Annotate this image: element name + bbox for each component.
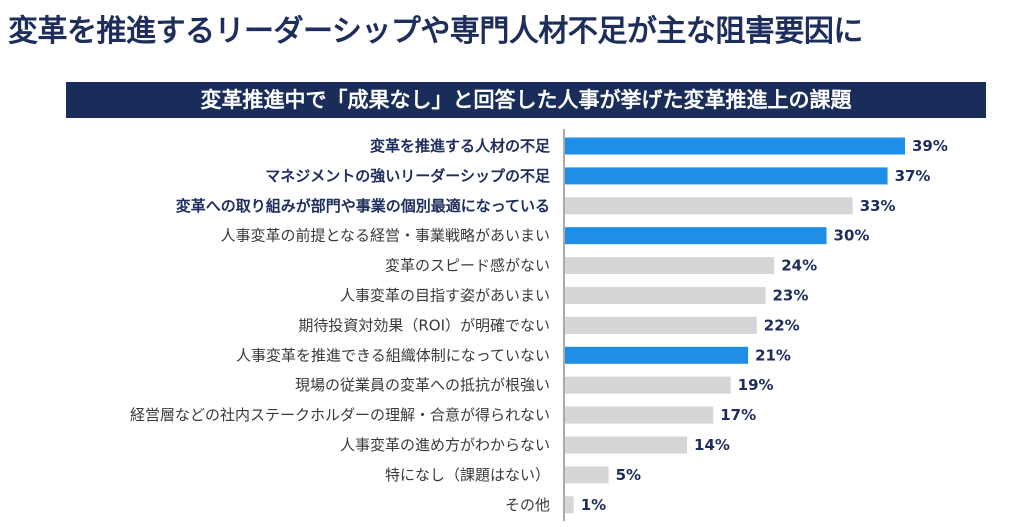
value-label: 37% [895, 167, 931, 185]
value-label: 33% [860, 197, 896, 215]
bar [565, 287, 766, 304]
value-label: 39% [912, 137, 948, 155]
category-label: 人事変革の目指す姿があいまい [340, 287, 550, 305]
category-label: 変革を推進する人材の不足 [370, 137, 551, 155]
bar [565, 466, 609, 484]
category-label: 特になし（課題はない） [385, 466, 550, 484]
page-title: 変革を推進するリーダーシップや専門人材不足が主な阻害要因に [8, 14, 863, 49]
bar [565, 316, 757, 334]
value-label: 30% [834, 227, 870, 245]
bar [565, 436, 688, 454]
value-label: 5% [616, 466, 641, 484]
category-label: 期待投資対効果（ROI）が明確でない [298, 316, 550, 334]
value-label: 21% [755, 346, 791, 364]
bar [565, 227, 827, 245]
bar [565, 197, 853, 215]
bar [565, 376, 731, 394]
value-label: 14% [694, 436, 730, 454]
value-label: 24% [781, 257, 817, 275]
category-label: 現場の従業員の変革への抵抗が根強い [295, 376, 550, 394]
value-label: 22% [764, 316, 800, 334]
value-label: 17% [720, 406, 756, 424]
value-label: 19% [738, 376, 774, 394]
bar [565, 167, 888, 185]
category-label: 変革への取り組みが部門や事業の個別最適になっている [176, 197, 550, 215]
bar [565, 346, 749, 364]
category-label: 変革のスピード感がない [385, 257, 550, 275]
bar [565, 137, 905, 155]
category-label: その他 [505, 496, 550, 514]
chart-subtitle: 変革推進中で「成果なし」と回答した人事が挙げた変革推進上の課題 [66, 82, 986, 118]
value-label: 1% [581, 496, 606, 514]
bar [565, 496, 574, 514]
category-label: マネジメントの強いリーダーシップの不足 [265, 167, 551, 185]
bar [565, 406, 714, 424]
category-label: 人事変革の進め方がわからない [340, 436, 550, 454]
category-label: 人事変革を推進できる組織体制になっていない [236, 346, 550, 364]
bar [565, 257, 775, 275]
category-label: 人事変革の前提となる経営・事業戦略があいまい [220, 227, 550, 245]
value-label: 23% [773, 287, 809, 305]
category-label: 経営層などの社内ステークホルダーの理解・合意が得られない [130, 406, 550, 424]
